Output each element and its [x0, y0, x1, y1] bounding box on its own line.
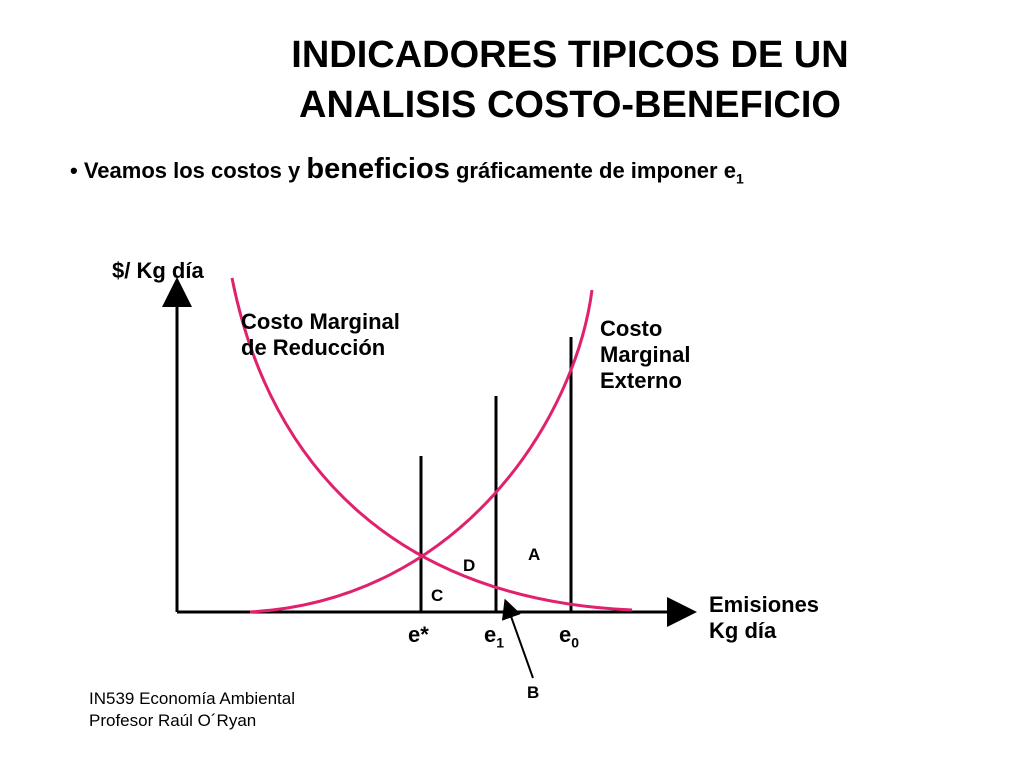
mec-label-line-2: Marginal: [600, 342, 691, 367]
mec-label-line-3: Externo: [600, 368, 682, 393]
mac-label-line-2: de Reducción: [241, 335, 386, 360]
pointer-line-b: [501, 598, 534, 679]
footer-course: IN539 Economía Ambiental: [89, 689, 296, 708]
tick-label-e1: e1: [484, 622, 504, 655]
tick-e1-base: e: [484, 622, 497, 647]
region-label-c: C: [431, 586, 444, 605]
slide-title-line-2: ANALISIS COSTO-BENEFICIO: [299, 84, 841, 126]
slide-title-line-1: INDICADORES TIPICOS DE UN: [291, 34, 849, 76]
bullet-subscript: 1: [735, 170, 744, 187]
tick-e1-subscript: 1: [496, 634, 505, 651]
bullet-text: • Veamos los costos y beneficios gráfica…: [70, 152, 895, 195]
mec-curve-label: Costo Marginal Externo: [600, 316, 690, 394]
bullet-part-1: Veamos los costos y: [83, 158, 301, 183]
tick-e0-base: e: [559, 622, 572, 647]
region-label-d: D: [463, 556, 476, 575]
tick-label-e0: e0: [559, 622, 579, 655]
x-axis-label: Emisiones Kg día: [709, 592, 819, 644]
mac-curve-label: Costo Marginal de Reducción: [241, 309, 400, 361]
region-label-a: A: [528, 545, 541, 564]
slide-title: INDICADORES TIPICOS DE UN ANALISIS COSTO…: [160, 30, 980, 130]
mec-label-line-1: Costo: [600, 316, 663, 341]
footer: IN539 Economía Ambiental Profesor Raúl O…: [89, 688, 295, 732]
bullet-part-2: gráficamente de imponer e: [455, 158, 736, 183]
footer-professor: Profesor Raúl O´Ryan: [89, 711, 257, 730]
mac-label-line-1: Costo Marginal: [241, 309, 400, 334]
region-label-b: B: [527, 683, 540, 702]
x-axis-label-line-2: Kg día: [709, 618, 777, 643]
bullet-marker: •: [70, 158, 78, 183]
tick-e0-subscript: 0: [571, 634, 580, 651]
y-axis-label: $/ Kg día: [112, 258, 204, 283]
bullet-emphasis: beneficios: [306, 153, 450, 185]
tick-label-e-star: e*: [408, 622, 429, 647]
marginal-abatement-cost-curve: [230, 277, 633, 612]
marginal-external-cost-curve: [249, 289, 594, 614]
x-axis-label-line-1: Emisiones: [709, 592, 820, 617]
